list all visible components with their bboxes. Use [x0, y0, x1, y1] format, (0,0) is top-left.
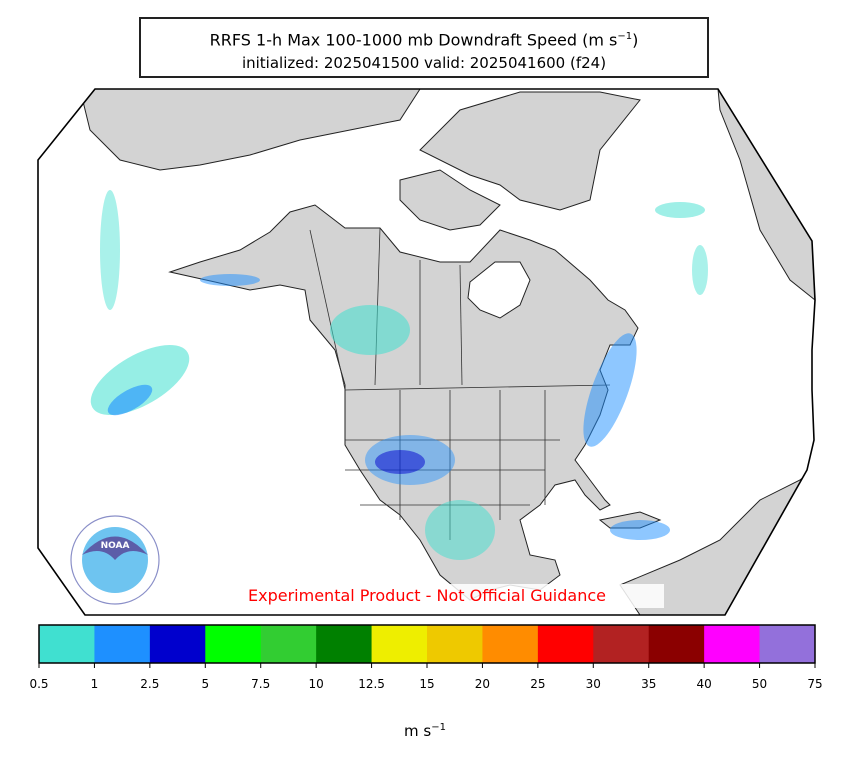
colorbar-swatch [94, 625, 151, 663]
colorbar-swatch [593, 625, 650, 663]
colorbar-tick-label: 12.5 [358, 677, 385, 691]
colorbar-units: m s−1 [340, 722, 510, 740]
colorbar-tick-label: 25 [530, 677, 545, 691]
colorbar-tick-label: 20 [475, 677, 490, 691]
colorbar: 0.5 1 2.5 5 7.5 10 12.5 15 20 25 30 35 40 50 75 [29, 624, 823, 691]
asia-land [79, 89, 421, 171]
title-text: RRFS 1-h Max 100-1000 mb Downdraft Speed… [209, 30, 618, 50]
downdraft-shading [90, 190, 708, 560]
title-end: ) [632, 30, 639, 50]
title-exponent: −1 [617, 31, 633, 42]
noaa-logo-text: NOAA [101, 541, 130, 551]
colorbar-tick-label: 1 [91, 677, 99, 691]
disclaimer-label: Experimental Product - Not Official Guid… [190, 584, 664, 608]
colorbar-tick-label: 10 [309, 677, 324, 691]
colorbar-swatch [149, 625, 206, 663]
colorbar-tick-label: 35 [641, 677, 656, 691]
colorbar-swatch [371, 625, 428, 663]
map-canvas: NOAA [37, 88, 816, 616]
arctic-islands [399, 169, 501, 231]
colorbar-swatch [704, 625, 761, 663]
colorbar-swatch [39, 625, 95, 663]
greenland-land [419, 91, 641, 211]
noaa-logo: NOAA [70, 515, 160, 605]
south-america-land [619, 469, 813, 615]
units-text: m s [404, 722, 432, 740]
colorbar-tick-label: 75 [807, 677, 822, 691]
map-subtitle: initialized: 2025041500 valid: 202504160… [241, 54, 607, 73]
colorbar-swatch [537, 625, 594, 663]
colorbar-swatch [316, 625, 373, 663]
colorbar-swatch [759, 625, 816, 663]
colorbar-tick-label: 50 [752, 677, 767, 691]
colorbar-tick-label: 0.5 [29, 677, 48, 691]
colorbar-tick-label: 2.5 [140, 677, 159, 691]
hudson-bay [467, 261, 531, 319]
map-frame [37, 88, 816, 616]
political-borders [309, 227, 611, 540]
colorbar-tick-label: 15 [419, 677, 434, 691]
colorbar-swatch [482, 625, 539, 663]
colorbar-swatch [205, 625, 262, 663]
map-title: RRFS 1-h Max 100-1000 mb Downdraft Speed… [141, 27, 707, 50]
colorbar-tick-label: 7.5 [251, 677, 270, 691]
colorbar-tick-label: 40 [697, 677, 712, 691]
colorbar-swatch [648, 625, 705, 663]
colorbar-swatch [427, 625, 483, 663]
colorbar-swatch [260, 625, 317, 663]
map-title-box: RRFS 1-h Max 100-1000 mb Downdraft Speed… [139, 17, 709, 78]
colorbar-tick-label: 30 [586, 677, 601, 691]
colorbar-tick-label: 5 [201, 677, 209, 691]
units-exponent: −1 [431, 722, 446, 733]
